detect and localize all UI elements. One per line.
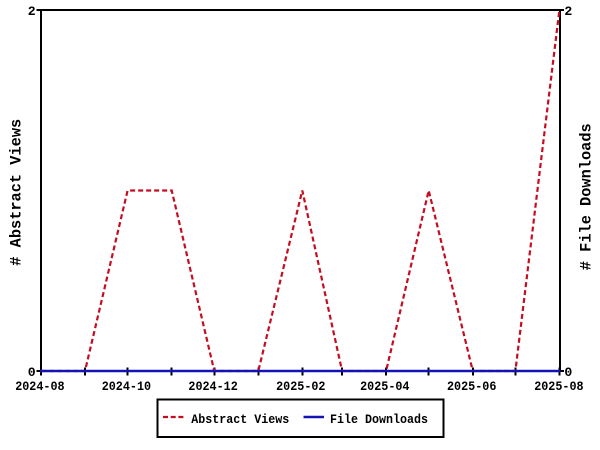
svg-text:2025-06: 2025-06 xyxy=(447,379,496,394)
svg-text:File Downloads: File Downloads xyxy=(330,412,428,427)
svg-text:0: 0 xyxy=(564,365,572,380)
svg-text:2025-02: 2025-02 xyxy=(276,379,325,394)
svg-text:2025-08: 2025-08 xyxy=(534,379,583,394)
svg-text:Abstract Views: Abstract Views xyxy=(191,412,289,427)
svg-text:2024-12: 2024-12 xyxy=(188,379,237,394)
svg-text:2024-10: 2024-10 xyxy=(102,379,151,394)
svg-text:2024-08: 2024-08 xyxy=(15,379,64,394)
svg-text:2025-04: 2025-04 xyxy=(360,379,409,394)
svg-text:2: 2 xyxy=(28,4,36,19)
svg-text:2: 2 xyxy=(564,4,572,19)
svg-text:0: 0 xyxy=(28,365,36,380)
svg-text:# File Downloads: # File Downloads xyxy=(577,123,595,270)
svg-text:# Abstract Views: # Abstract Views xyxy=(7,119,25,266)
